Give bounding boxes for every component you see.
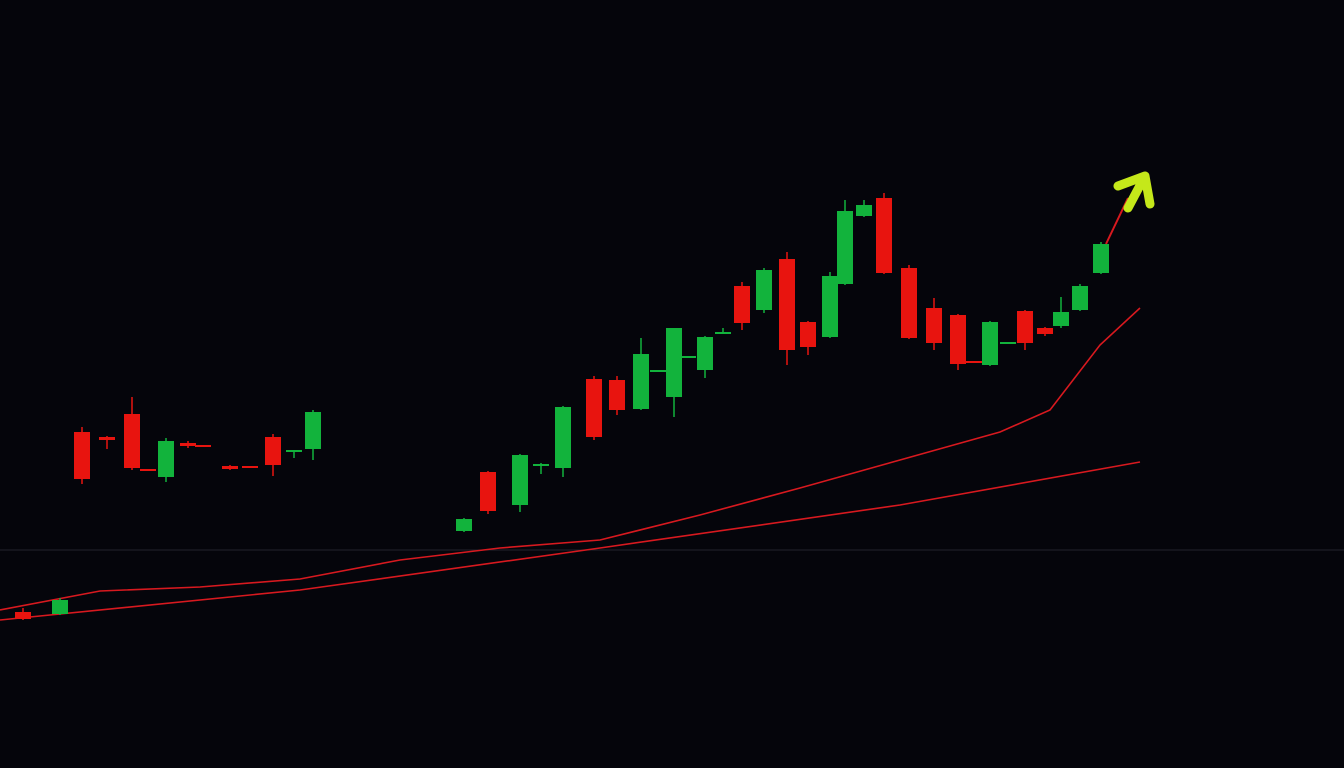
- trend-arrow: [1113, 171, 1155, 213]
- candle-body: [715, 332, 731, 334]
- candle-body: [734, 286, 750, 323]
- candle-body: [837, 211, 853, 284]
- candle-body: [1017, 311, 1033, 343]
- candle-body: [140, 469, 156, 471]
- candle-body: [456, 519, 472, 531]
- candle-body: [99, 437, 115, 440]
- candle-body: [158, 441, 174, 477]
- candle-body: [74, 432, 90, 479]
- candle-body: [926, 308, 942, 343]
- candle-body: [1072, 286, 1088, 310]
- candle-body: [779, 259, 795, 350]
- candle-body: [1093, 244, 1109, 273]
- candle-body: [52, 600, 68, 614]
- candle-body: [242, 466, 258, 468]
- candle-body: [222, 466, 238, 469]
- candle-body: [305, 412, 321, 449]
- moving-average-line: [0, 461, 1141, 621]
- candle-body: [966, 361, 982, 363]
- candle-body: [950, 315, 966, 364]
- candle-body: [1000, 342, 1016, 344]
- candle-body: [265, 437, 281, 465]
- plot: [0, 193, 1141, 621]
- candle-body: [609, 380, 625, 410]
- moving-average-line: [0, 307, 1141, 611]
- candle-body: [756, 270, 772, 310]
- candle-body: [480, 472, 496, 511]
- candle-body: [650, 370, 666, 372]
- candle-body: [680, 356, 696, 358]
- candle-body: [666, 328, 682, 397]
- candle-body: [982, 322, 998, 365]
- candle-body: [822, 276, 838, 337]
- candle-body: [512, 455, 528, 505]
- candle-body: [180, 443, 196, 446]
- candle-body: [555, 407, 571, 468]
- candle-body: [1053, 312, 1069, 326]
- candle-body: [15, 612, 31, 619]
- candle-body: [533, 464, 549, 466]
- candle-body: [856, 205, 872, 216]
- candle-body: [697, 337, 713, 370]
- candle-body: [800, 322, 816, 347]
- candle-body: [1037, 328, 1053, 334]
- candle-body: [286, 450, 302, 452]
- candle-body: [876, 198, 892, 273]
- candle-body: [901, 268, 917, 338]
- candle-body: [195, 445, 211, 447]
- candle-body: [586, 379, 602, 437]
- candle-body: [633, 354, 649, 409]
- candle-body: [124, 414, 140, 468]
